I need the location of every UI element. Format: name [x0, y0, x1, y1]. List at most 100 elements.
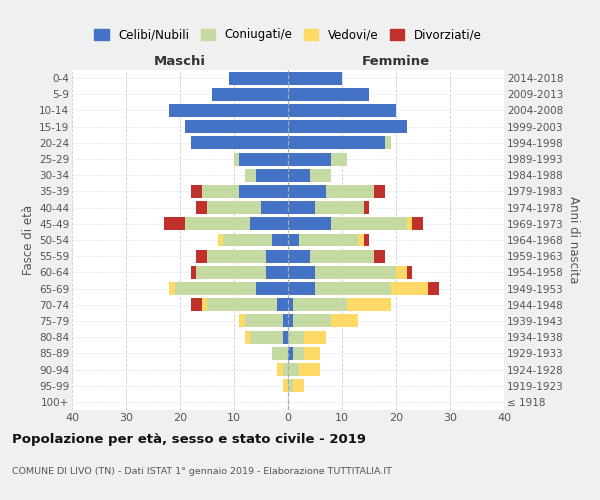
Bar — [293, 298, 347, 311]
Bar — [191, 266, 196, 279]
Bar — [331, 314, 358, 328]
Bar — [185, 120, 288, 133]
Bar — [326, 185, 374, 198]
Bar — [272, 347, 288, 360]
Bar — [391, 282, 428, 295]
Bar — [288, 234, 299, 246]
Bar — [331, 152, 347, 166]
Bar — [293, 314, 331, 328]
Y-axis label: Fasce di età: Fasce di età — [22, 205, 35, 275]
Bar — [175, 282, 256, 295]
Bar — [164, 218, 185, 230]
Bar — [358, 234, 364, 246]
Bar — [374, 250, 385, 262]
Bar — [288, 363, 299, 376]
Bar — [207, 298, 277, 311]
Bar — [288, 347, 293, 360]
Bar — [223, 234, 272, 246]
Bar — [288, 104, 396, 117]
Bar — [407, 218, 412, 230]
Legend: Celibi/Nubili, Coniugati/e, Vedovi/e, Divorziati/e: Celibi/Nubili, Coniugati/e, Vedovi/e, Di… — [91, 25, 485, 45]
Bar — [310, 169, 331, 181]
Bar — [288, 379, 293, 392]
Bar — [288, 330, 304, 344]
Bar — [331, 218, 407, 230]
Bar — [412, 218, 423, 230]
Bar — [212, 88, 288, 101]
Bar — [288, 136, 385, 149]
Y-axis label: Anni di nascita: Anni di nascita — [567, 196, 580, 284]
Bar — [288, 250, 310, 262]
Bar — [191, 136, 288, 149]
Bar — [250, 330, 283, 344]
Bar — [207, 201, 261, 214]
Bar — [250, 218, 288, 230]
Bar — [283, 330, 288, 344]
Bar — [283, 314, 288, 328]
Bar — [288, 72, 342, 85]
Bar — [239, 314, 245, 328]
Bar — [288, 201, 315, 214]
Bar — [304, 330, 326, 344]
Bar — [207, 250, 266, 262]
Bar — [283, 379, 288, 392]
Bar — [191, 185, 202, 198]
Bar — [202, 185, 239, 198]
Bar — [169, 282, 175, 295]
Bar — [293, 379, 304, 392]
Bar — [428, 282, 439, 295]
Text: COMUNE DI LIVO (TN) - Dati ISTAT 1° gennaio 2019 - Elaborazione TUTTITALIA.IT: COMUNE DI LIVO (TN) - Dati ISTAT 1° genn… — [12, 468, 392, 476]
Bar — [304, 347, 320, 360]
Bar — [364, 234, 369, 246]
Bar — [272, 234, 288, 246]
Bar — [218, 234, 223, 246]
Bar — [288, 120, 407, 133]
Bar — [245, 314, 283, 328]
Bar — [347, 298, 391, 311]
Bar — [266, 266, 288, 279]
Bar — [239, 152, 288, 166]
Bar — [374, 185, 385, 198]
Bar — [202, 298, 207, 311]
Bar — [315, 282, 391, 295]
Bar — [299, 234, 358, 246]
Bar — [277, 363, 283, 376]
Bar — [261, 201, 288, 214]
Text: Maschi: Maschi — [154, 56, 206, 68]
Bar — [288, 298, 293, 311]
Bar — [169, 104, 288, 117]
Bar — [310, 250, 374, 262]
Bar — [245, 330, 250, 344]
Bar — [256, 282, 288, 295]
Bar — [288, 282, 315, 295]
Bar — [283, 363, 288, 376]
Bar — [196, 250, 207, 262]
Bar — [288, 218, 331, 230]
Bar — [385, 136, 391, 149]
Text: Femmine: Femmine — [362, 56, 430, 68]
Bar — [245, 169, 256, 181]
Bar — [266, 250, 288, 262]
Text: Popolazione per età, sesso e stato civile - 2019: Popolazione per età, sesso e stato civil… — [12, 432, 366, 446]
Bar — [293, 347, 304, 360]
Bar — [315, 201, 364, 214]
Bar — [196, 201, 207, 214]
Bar — [315, 266, 396, 279]
Bar — [288, 152, 331, 166]
Bar — [288, 169, 310, 181]
Bar — [288, 266, 315, 279]
Bar — [364, 201, 369, 214]
Bar — [288, 185, 326, 198]
Bar — [234, 152, 239, 166]
Bar — [277, 298, 288, 311]
Bar — [185, 218, 250, 230]
Bar — [229, 72, 288, 85]
Bar — [256, 169, 288, 181]
Bar — [191, 298, 202, 311]
Bar — [288, 314, 293, 328]
Bar — [407, 266, 412, 279]
Bar — [299, 363, 320, 376]
Bar — [196, 266, 266, 279]
Bar — [396, 266, 407, 279]
Bar — [239, 185, 288, 198]
